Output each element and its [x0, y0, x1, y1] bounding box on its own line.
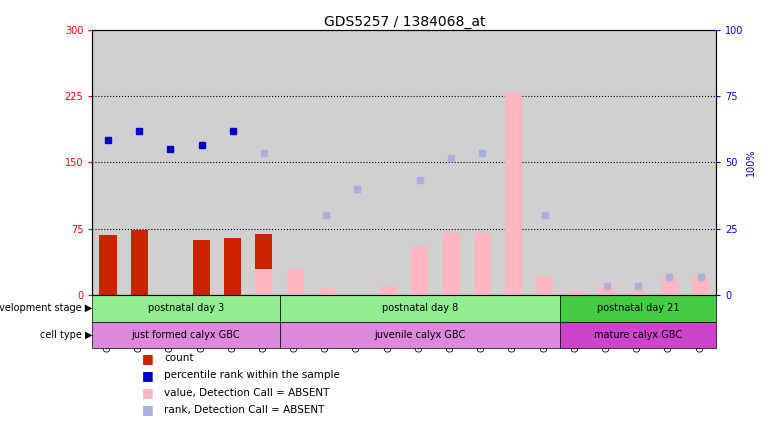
- Bar: [224, 239, 241, 295]
- Text: juvenile calyx GBC: juvenile calyx GBC: [374, 330, 466, 340]
- Text: postnatal day 21: postnatal day 21: [597, 303, 679, 313]
- Bar: [99, 235, 116, 295]
- Bar: [598, 286, 615, 295]
- Bar: [560, 321, 716, 348]
- Title: GDS5257 / 1384068_at: GDS5257 / 1384068_at: [323, 14, 485, 29]
- Text: ■: ■: [142, 386, 154, 399]
- Text: ■: ■: [142, 404, 154, 416]
- Bar: [692, 277, 709, 295]
- Bar: [380, 286, 397, 295]
- Bar: [443, 233, 460, 295]
- Text: postnatal day 3: postnatal day 3: [148, 303, 224, 313]
- Bar: [92, 321, 280, 348]
- Bar: [661, 277, 678, 295]
- Bar: [131, 230, 148, 295]
- Text: ■: ■: [142, 369, 154, 382]
- Bar: [280, 321, 560, 348]
- Text: value, Detection Call = ABSENT: value, Detection Call = ABSENT: [164, 387, 330, 398]
- Text: count: count: [164, 353, 193, 363]
- Text: cell type ▶: cell type ▶: [40, 330, 92, 340]
- Bar: [411, 247, 428, 295]
- Bar: [567, 291, 584, 295]
- Bar: [318, 288, 335, 295]
- Bar: [505, 91, 522, 295]
- Bar: [193, 240, 210, 295]
- Text: percentile rank within the sample: percentile rank within the sample: [164, 371, 340, 380]
- Bar: [560, 295, 716, 321]
- Text: mature calyx GBC: mature calyx GBC: [594, 330, 682, 340]
- Bar: [286, 269, 303, 295]
- Bar: [630, 291, 647, 295]
- Bar: [92, 295, 280, 321]
- Text: postnatal day 8: postnatal day 8: [382, 303, 458, 313]
- Text: ■: ■: [142, 352, 154, 365]
- Text: development stage ▶: development stage ▶: [0, 303, 92, 313]
- Y-axis label: 100%: 100%: [746, 148, 756, 176]
- Bar: [256, 269, 273, 295]
- Text: just formed calyx GBC: just formed calyx GBC: [132, 330, 240, 340]
- Text: rank, Detection Call = ABSENT: rank, Detection Call = ABSENT: [164, 405, 324, 415]
- Bar: [256, 234, 273, 295]
- Bar: [536, 277, 553, 295]
- Bar: [474, 233, 490, 295]
- Bar: [280, 295, 560, 321]
